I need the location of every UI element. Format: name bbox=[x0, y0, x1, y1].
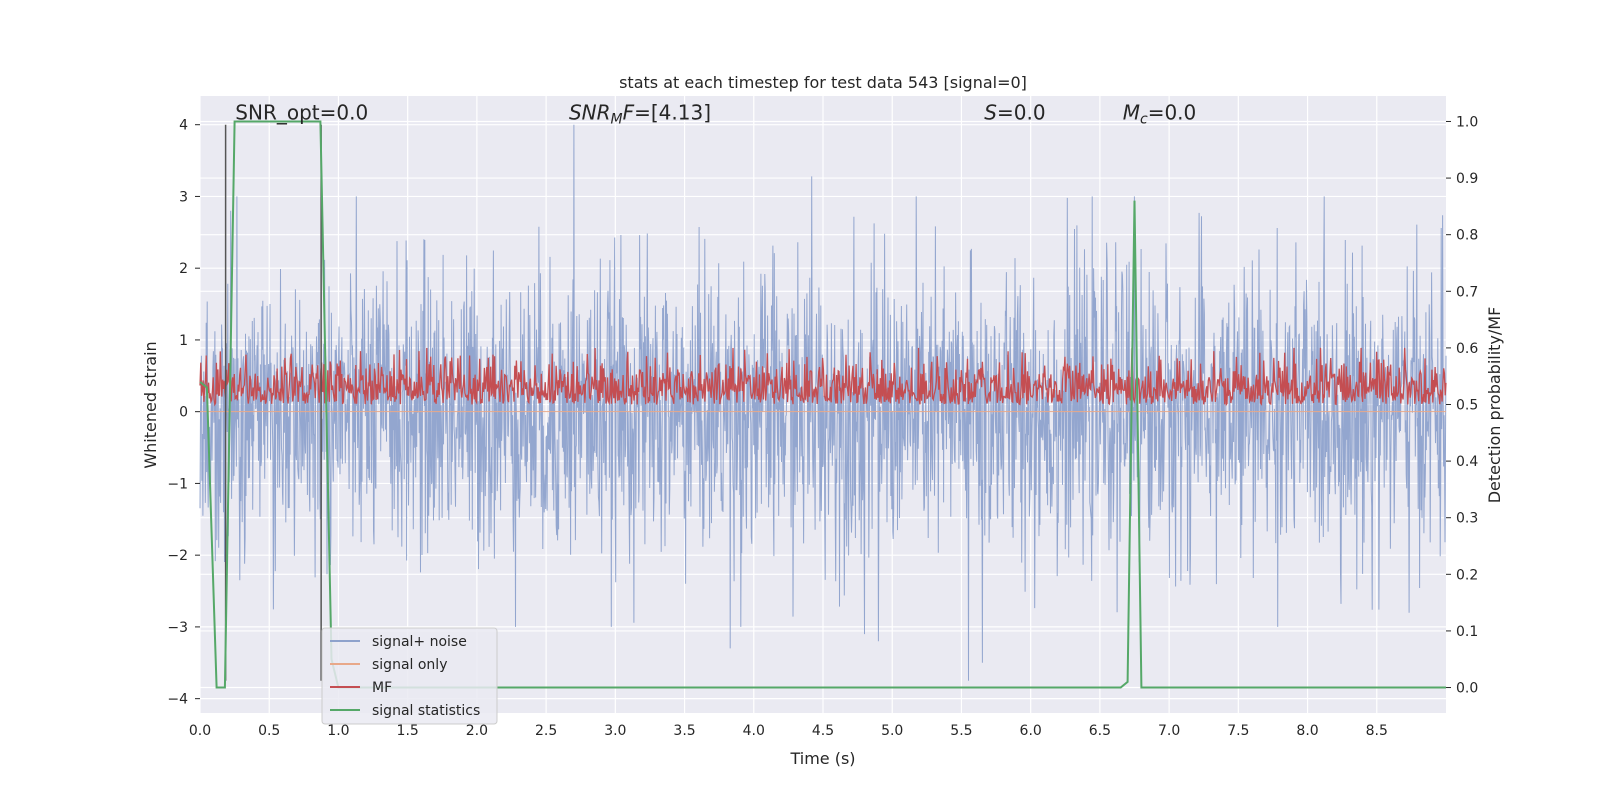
series-mf bbox=[199, 347, 1447, 407]
x-tick-label-4: 2.0 bbox=[466, 723, 488, 739]
chart-title: stats at each timestep for test data 543… bbox=[619, 73, 1027, 92]
y-tick-label-7: 3 bbox=[179, 189, 188, 205]
annotation-2: S=0.0 bbox=[984, 101, 1045, 125]
legend: signal+ noise signal only MF signal stat… bbox=[321, 627, 498, 725]
x-tick-label-17: 8.5 bbox=[1366, 723, 1388, 739]
annotation-0: SNR_opt=0.0 bbox=[235, 101, 368, 125]
legend-label-signal-statistics: signal statistics bbox=[372, 703, 480, 719]
y2-tick-label-8: 0.8 bbox=[1456, 228, 1478, 244]
annotation-1: SNRMF=[4.13] bbox=[569, 101, 711, 128]
y-tick-label-4: 0 bbox=[179, 405, 188, 421]
x-tick-label-0: 0.0 bbox=[189, 723, 211, 739]
x-tick-label-10: 5.0 bbox=[881, 723, 903, 739]
legend-label-signal-plus-noise: signal+ noise bbox=[372, 634, 467, 650]
line-mf bbox=[199, 347, 1447, 407]
y-tick-label-6: 2 bbox=[179, 261, 188, 277]
x-tick-label-1: 0.5 bbox=[258, 723, 280, 739]
x-tick-label-6: 3.0 bbox=[604, 723, 626, 739]
x-tick-label-14: 7.0 bbox=[1158, 723, 1180, 739]
y2-tick-label-7: 0.7 bbox=[1456, 284, 1478, 300]
x-tick-label-2: 1.0 bbox=[327, 723, 349, 739]
y-axis-label: Whitened strain bbox=[141, 341, 160, 468]
x-axis-ticks: 0.0 0.5 1.0 1.5 2.0 2.5 3.0 3.5 4.0 4.5 5.0 5.5 6.0 6… bbox=[189, 723, 1388, 739]
x-tick-label-5: 2.5 bbox=[535, 723, 557, 739]
x-tick-label-8: 4.0 bbox=[743, 723, 765, 739]
annotations: SNR_opt=0.0 SNRMF=[4.13] S=0.0 Mc=0.0 bbox=[235, 101, 1196, 128]
y2-tick-label-9: 0.9 bbox=[1456, 171, 1478, 187]
y-tick-label-2: −2 bbox=[167, 548, 188, 564]
x-tick-label-13: 6.5 bbox=[1089, 723, 1111, 739]
series-signal-plus-noise bbox=[199, 124, 1447, 681]
x-tick-label-9: 4.5 bbox=[812, 723, 834, 739]
x-tick-label-12: 6.0 bbox=[1020, 723, 1042, 739]
y2-tick-label-5: 0.5 bbox=[1456, 398, 1478, 414]
y2-tick-label-1: 0.1 bbox=[1456, 624, 1478, 640]
y2-tick-label-0: 0.0 bbox=[1456, 681, 1478, 697]
x-tick-label-3: 1.5 bbox=[397, 723, 419, 739]
x-tick-label-15: 7.5 bbox=[1227, 723, 1249, 739]
y-axis-ticks: −4 −3 −2 −1 0 1 2 3 4 bbox=[167, 118, 200, 708]
y-tick-label-5: 1 bbox=[179, 333, 188, 349]
y-tick-label-3: −1 bbox=[167, 476, 188, 492]
y-tick-label-1: −3 bbox=[167, 620, 188, 636]
y-tick-label-0: −4 bbox=[167, 692, 188, 708]
y2-tick-label-2: 0.2 bbox=[1456, 567, 1478, 583]
y2-axis-ticks: 0.0 0.1 0.2 0.3 0.4 0.5 0.6 0.7 0.8 0.9 1.0 bbox=[1446, 114, 1478, 697]
y2-axis-label: Detection probability/MF bbox=[1485, 307, 1504, 504]
x-axis-label: Time (s) bbox=[789, 749, 855, 768]
x-tick-label-16: 8.0 bbox=[1296, 723, 1318, 739]
legend-label-signal-only: signal only bbox=[372, 657, 447, 673]
line-signal-plus-noise bbox=[199, 124, 1447, 681]
legend-box bbox=[321, 627, 498, 725]
legend-label-mf: MF bbox=[372, 680, 392, 696]
y2-tick-label-3: 0.3 bbox=[1456, 511, 1478, 527]
annotation-3: Mc=0.0 bbox=[1123, 101, 1197, 128]
y2-tick-label-4: 0.4 bbox=[1456, 454, 1478, 470]
x-tick-label-7: 3.5 bbox=[673, 723, 695, 739]
y-tick-label-8: 4 bbox=[179, 118, 188, 134]
y2-tick-label-10: 1.0 bbox=[1456, 114, 1478, 130]
y2-tick-label-6: 0.6 bbox=[1456, 341, 1478, 357]
x-tick-label-11: 5.5 bbox=[950, 723, 972, 739]
